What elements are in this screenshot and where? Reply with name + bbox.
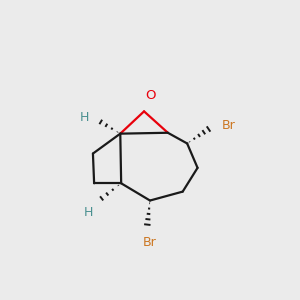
Text: H: H [80, 111, 89, 124]
Text: O: O [145, 89, 156, 102]
Text: Br: Br [221, 118, 235, 131]
Text: Br: Br [143, 236, 157, 249]
Text: H: H [84, 206, 93, 220]
